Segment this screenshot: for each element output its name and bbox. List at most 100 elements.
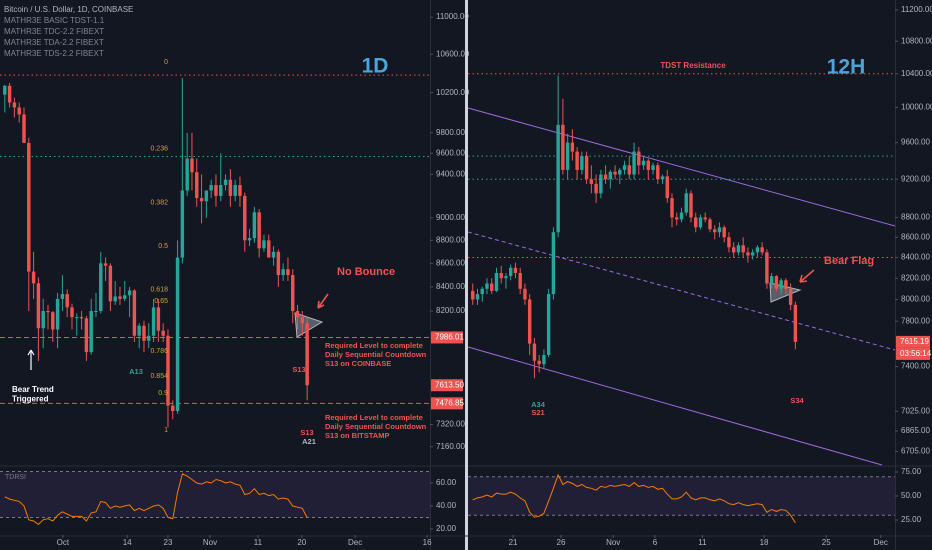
rsi-tick-label: 50.00 — [901, 491, 922, 500]
candle-body — [694, 217, 698, 228]
x-tick-label: Dec — [874, 538, 888, 547]
candle-body — [703, 217, 707, 220]
candle-body — [731, 247, 736, 253]
candle-body — [599, 174, 603, 194]
candle-body — [774, 276, 779, 289]
candle-body — [132, 290, 137, 336]
y-tick-label: 10400.00 — [901, 69, 932, 78]
candle-body — [99, 263, 103, 311]
candle-body — [679, 212, 684, 220]
y-tick-label: 6865.00 — [901, 426, 930, 435]
y-tick-label: 8800.00 — [436, 235, 465, 244]
candle-body — [741, 245, 745, 253]
candle-body — [108, 265, 113, 302]
candle-body — [556, 124, 560, 233]
price-tag-label: 7986.01 — [435, 333, 464, 342]
price-tag-label: 7615.19 — [900, 337, 929, 346]
candle-body — [565, 142, 570, 170]
annotation: S13 — [292, 365, 305, 374]
candle-body — [499, 272, 503, 279]
candle-body — [65, 294, 69, 308]
candle-body — [713, 229, 717, 233]
annotation: No Bounce — [337, 266, 395, 278]
y-tick-label: 7800.00 — [901, 316, 930, 325]
fib-label: 0 — [164, 59, 168, 66]
annotation: S21 — [531, 408, 544, 417]
x-tick-label: Nov — [606, 538, 620, 547]
candle-body — [717, 227, 722, 233]
annotation: A21 — [302, 437, 316, 446]
candle-body — [622, 165, 627, 170]
price-tag — [431, 331, 463, 344]
annotation: S13 — [300, 428, 313, 437]
channel — [467, 107, 896, 466]
y-tick-label: 8200.00 — [436, 306, 465, 315]
legend-entry: MATHR3E TDS-2.2 FIBEXT — [4, 49, 104, 58]
candle-body — [784, 280, 788, 289]
candle-body — [736, 245, 741, 253]
candle-body — [551, 232, 556, 295]
candle-body — [27, 142, 31, 272]
rsi-tick-label: 25.00 — [901, 515, 922, 524]
candle-body — [513, 267, 518, 273]
candle-body — [41, 310, 45, 329]
y-tick-label: 9000.00 — [436, 213, 465, 222]
candle-body — [113, 296, 117, 302]
annotation: A34 — [531, 400, 546, 409]
y-tick-label: 9600.00 — [901, 138, 930, 147]
candle-body — [793, 304, 798, 342]
candle-body — [166, 335, 170, 406]
y-tick-label: 9600.00 — [436, 148, 465, 157]
y-tick-label: 10000.00 — [901, 103, 932, 112]
candle-body — [281, 269, 285, 276]
candle-body — [589, 179, 594, 184]
candle-body — [142, 325, 146, 341]
y-tick-label: 11000.00 — [436, 12, 469, 21]
rsi-band — [468, 476, 895, 516]
candle-body — [267, 240, 271, 258]
annotation: S13 on COINBASE — [325, 359, 391, 368]
candle-body — [89, 310, 93, 353]
candle-body — [632, 151, 636, 175]
candle-body — [665, 176, 669, 199]
annotation: S34 — [790, 396, 804, 405]
candle-body — [185, 158, 189, 191]
candle-body — [750, 252, 755, 256]
candle-body — [190, 158, 194, 173]
candle-body — [300, 317, 305, 324]
annotation: Daily Sequential Countdown — [325, 350, 427, 359]
candle-body — [546, 294, 551, 355]
candle-body — [151, 307, 156, 336]
candle-body — [75, 317, 79, 319]
arrow — [799, 269, 815, 283]
candle-body — [51, 312, 55, 330]
candle-body — [689, 193, 693, 218]
candle-body — [3, 85, 7, 95]
candle-body — [147, 335, 151, 341]
candle-body — [60, 294, 65, 299]
candle-body — [746, 252, 750, 256]
y-tick-label: 9400.00 — [436, 169, 465, 178]
candle-body — [641, 160, 646, 166]
annotation: S13 on BITSTAMP — [325, 431, 389, 440]
x-tick-label: Oct — [57, 538, 70, 547]
candle-body — [594, 183, 598, 194]
candle-body — [271, 251, 276, 258]
candle-body — [31, 271, 36, 284]
candle-body — [570, 142, 575, 152]
candle-body — [55, 298, 60, 330]
candle-body — [257, 212, 261, 249]
candle-body — [262, 240, 266, 249]
candle-body — [518, 272, 522, 289]
x-tick-label: 16 — [423, 538, 432, 547]
candle-body — [247, 238, 252, 241]
candle-body — [228, 179, 233, 196]
x-tick-label: 11 — [698, 538, 707, 547]
candle-body — [523, 288, 527, 300]
arrow — [317, 293, 329, 309]
candle-body — [199, 198, 204, 202]
y-tick-label: 9800.00 — [436, 128, 465, 137]
candle-body — [84, 318, 89, 353]
countdown-label: 03:56:14 — [900, 349, 932, 358]
